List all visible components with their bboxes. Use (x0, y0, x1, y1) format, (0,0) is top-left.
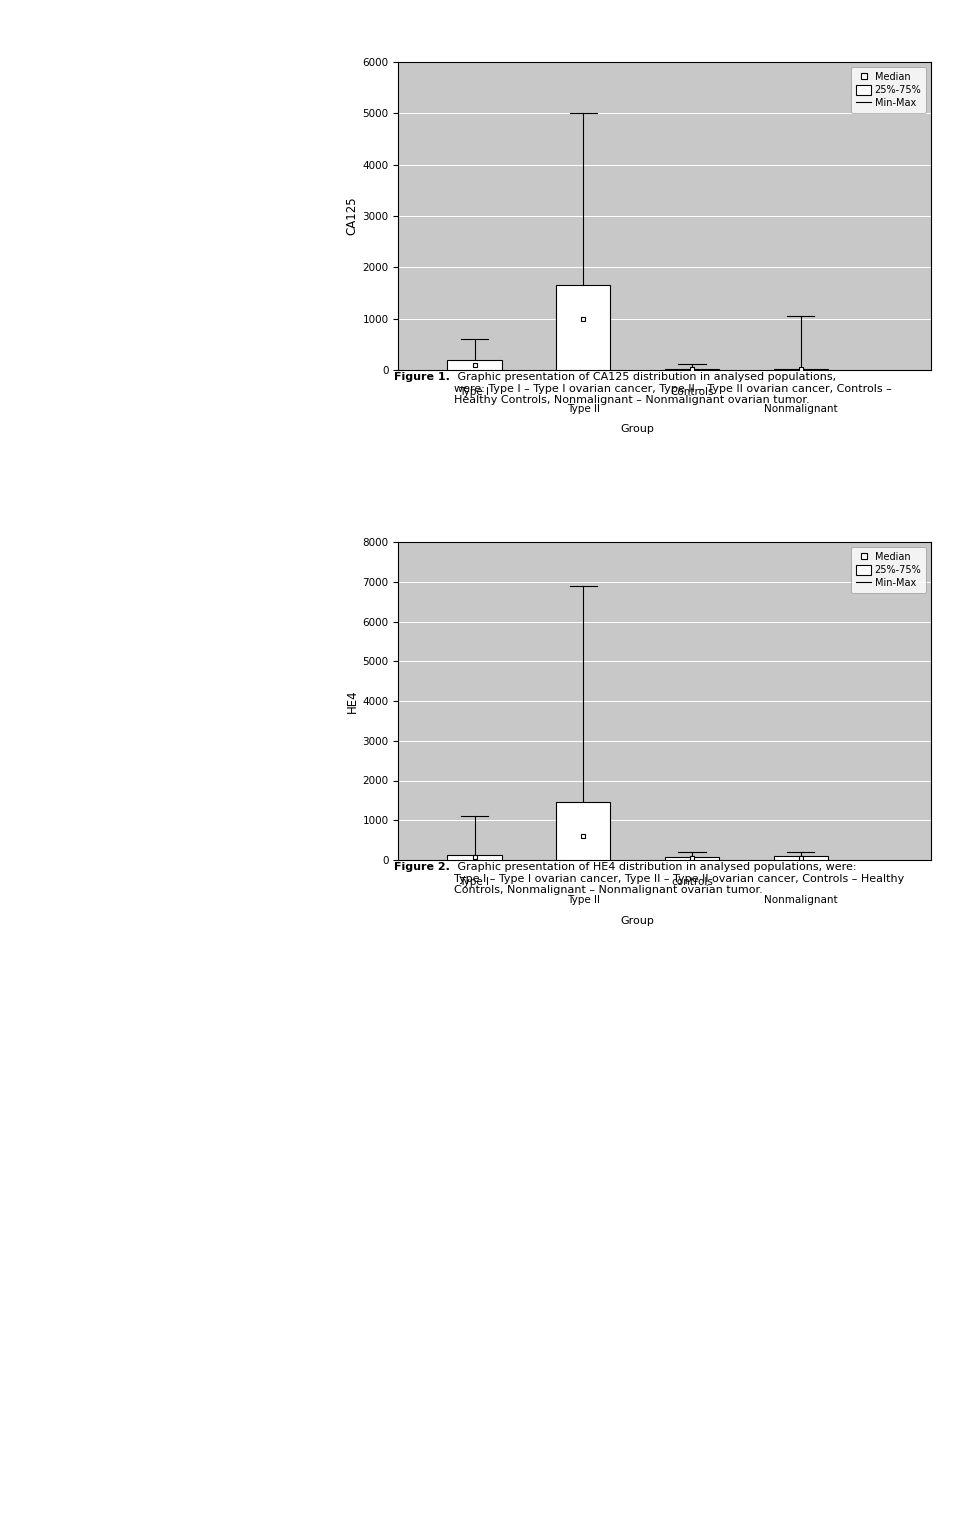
Text: Type I: Type I (460, 386, 490, 397)
Text: Graphic presentation of HE4 distribution in analysed populations, were:
Type I –: Graphic presentation of HE4 distribution… (454, 862, 904, 896)
Text: Figure 1.: Figure 1. (394, 372, 449, 382)
Text: Type I: Type I (460, 877, 490, 888)
Text: Graphic presentation of CA125 distribution in analysed populations,
were: Type I: Graphic presentation of CA125 distributi… (454, 372, 892, 405)
Text: controls: controls (671, 877, 713, 888)
Legend: Median, 25%-75%, Min-Max: Median, 25%-75%, Min-Max (852, 546, 926, 593)
Bar (664, 857, 719, 860)
Text: Nonmalignant: Nonmalignant (764, 896, 837, 905)
Text: Controls: Controls (670, 386, 713, 397)
Bar (556, 802, 611, 860)
Text: Type II: Type II (566, 403, 600, 414)
Text: Figure 2.: Figure 2. (394, 862, 449, 873)
Text: Group: Group (621, 916, 655, 925)
Text: Group: Group (621, 423, 655, 434)
Y-axis label: CA125: CA125 (346, 197, 358, 235)
Y-axis label: HE4: HE4 (346, 689, 358, 713)
Text: Nonmalignant: Nonmalignant (764, 403, 837, 414)
Bar (556, 285, 611, 369)
Bar (774, 856, 828, 860)
Legend: Median, 25%-75%, Min-Max: Median, 25%-75%, Min-Max (852, 66, 926, 114)
Bar (447, 360, 502, 369)
Bar (447, 854, 502, 860)
Text: Type II: Type II (566, 896, 600, 905)
